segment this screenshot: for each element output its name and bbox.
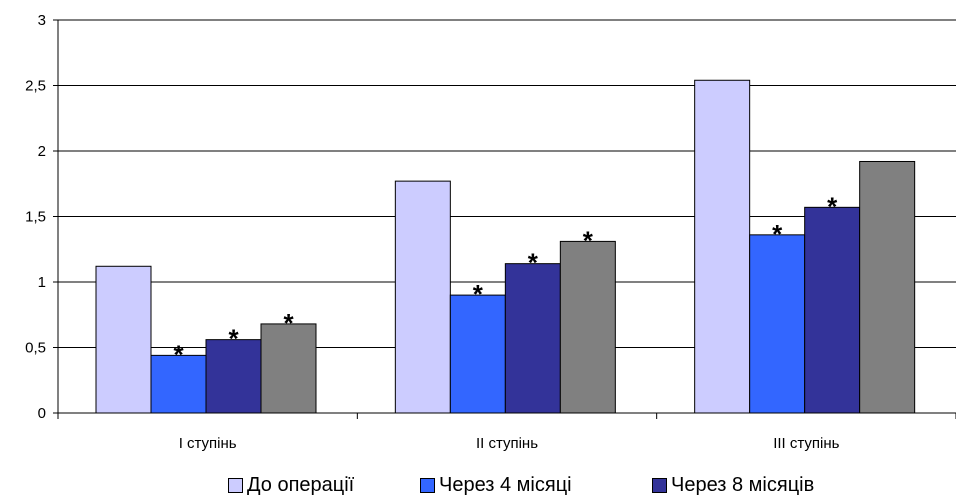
bar: [749, 234, 806, 414]
significance-marker: *: [772, 219, 783, 249]
y-tick-label: 1,5: [25, 209, 46, 226]
bar-chart: 0 0,5 1 1,5 2 2,5 3 * * * I ступінь * * * II ступінь * *…: [25, 12, 956, 452]
legend-label-series-2: Через 4 місяці: [439, 474, 572, 496]
y-tick-label: 2: [38, 143, 46, 160]
bar: [95, 265, 152, 414]
legend-label-series-3: Через 8 місяців: [671, 474, 815, 496]
bar: [859, 160, 916, 414]
bar: [694, 79, 751, 414]
y-tick-label: 3: [38, 12, 46, 29]
legend-label-series-1: До операції: [247, 474, 355, 496]
legend-item-series-3: Через 8 місяців: [652, 474, 814, 497]
bar: [804, 206, 861, 414]
legend-item-series-1: До операції: [228, 474, 354, 497]
legend-swatch-series-3: [652, 478, 667, 493]
significance-marker: *: [827, 191, 838, 221]
y-tick-label: 0: [38, 405, 46, 422]
x-tick-label: III ступінь: [773, 435, 839, 452]
legend-swatch-series-1: [228, 478, 243, 493]
x-tick-label: I ступінь: [179, 435, 237, 452]
bar: [260, 323, 317, 414]
y-tick-label: 1: [38, 274, 46, 291]
bar: [504, 263, 561, 414]
bar: [449, 294, 506, 414]
bar: [394, 180, 451, 414]
significance-marker: *: [473, 279, 484, 309]
bar: [205, 339, 262, 414]
significance-marker: *: [283, 308, 294, 338]
legend: До операції Через 4 місяці Через 8 місяц…: [0, 470, 956, 504]
legend-item-series-2: Через 4 місяці: [420, 474, 572, 497]
x-tick-label: II ступінь: [476, 435, 538, 452]
significance-marker: *: [528, 248, 539, 278]
bar: [559, 240, 616, 414]
legend-swatch-series-2: [420, 478, 435, 493]
significance-marker: *: [173, 339, 184, 369]
significance-marker: *: [583, 225, 594, 255]
y-tick-label: 0,5: [25, 340, 46, 357]
y-tick-label: 2,5: [25, 78, 46, 95]
significance-marker: *: [228, 324, 239, 354]
